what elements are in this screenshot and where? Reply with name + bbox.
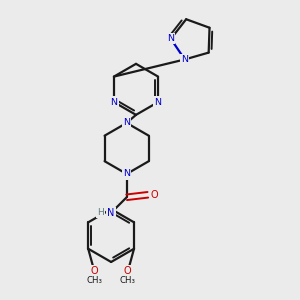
Text: N: N [154,98,162,106]
Text: O: O [124,266,132,277]
Text: O: O [91,266,98,277]
Text: CH₃: CH₃ [86,276,102,285]
Text: H: H [98,208,104,217]
Text: O: O [151,190,158,200]
Text: N: N [110,98,117,106]
Text: N: N [167,34,174,43]
Text: N: N [181,55,188,64]
Text: N: N [123,118,130,127]
Text: CH₃: CH₃ [120,276,136,285]
Text: N: N [123,169,130,178]
Text: N: N [107,208,114,218]
